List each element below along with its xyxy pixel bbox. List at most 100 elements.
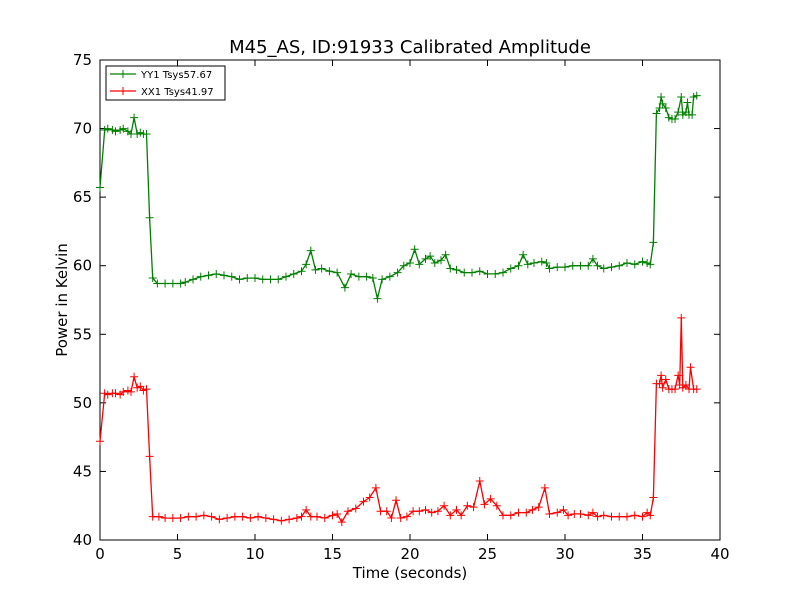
data-point	[246, 514, 255, 523]
data-point	[365, 493, 374, 502]
data-point	[328, 511, 337, 520]
data-point	[588, 254, 597, 263]
data-point	[238, 512, 247, 521]
data-point	[615, 261, 624, 270]
plot-area	[99, 59, 721, 541]
data-point	[427, 508, 436, 517]
data-point	[371, 483, 380, 492]
data-point	[483, 269, 492, 278]
data-point	[446, 264, 455, 273]
x-tick-label: 15	[323, 545, 342, 563]
data-point	[674, 108, 683, 117]
data-point	[553, 263, 562, 272]
data-point	[446, 511, 455, 520]
data-point	[658, 383, 667, 392]
data-point	[130, 372, 139, 381]
data-point	[528, 505, 537, 514]
data-point	[480, 500, 489, 509]
y-tick-label: 75	[73, 51, 92, 69]
x-tick-label: 30	[555, 545, 574, 563]
data-point	[688, 110, 697, 119]
data-point	[333, 268, 342, 277]
series-2	[96, 313, 701, 527]
data-point	[196, 272, 205, 281]
y-axis-label: Power in Kelvin	[53, 243, 71, 357]
data-point	[588, 508, 597, 517]
data-point	[545, 264, 554, 273]
data-point	[433, 507, 442, 516]
data-point	[254, 512, 263, 521]
x-tick-label: 35	[633, 545, 652, 563]
data-point	[223, 514, 232, 523]
data-point	[96, 183, 104, 192]
data-point	[410, 245, 419, 254]
data-point	[486, 494, 495, 503]
data-point	[274, 275, 283, 284]
y-tick-label: 55	[73, 325, 92, 343]
data-point	[251, 274, 259, 283]
data-point	[320, 514, 329, 523]
data-point	[302, 260, 311, 269]
data-point	[514, 508, 523, 517]
data-point	[176, 279, 185, 288]
data-point	[661, 104, 670, 112]
x-tick-label: 25	[478, 545, 497, 563]
data-point	[599, 264, 608, 273]
data-point	[553, 508, 562, 517]
data-point	[111, 389, 120, 398]
data-point	[227, 272, 236, 281]
data-point	[499, 268, 507, 277]
data-point	[542, 258, 551, 267]
data-point	[392, 496, 401, 505]
data-point	[204, 271, 213, 280]
data-point	[340, 283, 349, 292]
x-axis: 0 5 10 15 20 25 30 35 40	[95, 60, 730, 563]
data-point	[452, 265, 461, 274]
data-point	[402, 512, 411, 521]
data-point	[561, 263, 569, 272]
data-point	[492, 501, 501, 510]
data-point	[655, 379, 664, 388]
data-point	[545, 509, 554, 518]
data-point	[168, 514, 177, 523]
data-point	[148, 274, 157, 283]
data-point	[325, 267, 334, 276]
data-point	[534, 503, 543, 512]
data-point	[297, 267, 306, 276]
data-point	[638, 512, 647, 521]
legend-marker	[119, 70, 127, 78]
data-point	[415, 260, 424, 269]
data-point	[468, 268, 476, 277]
data-point	[499, 511, 507, 520]
legend-marker	[119, 87, 127, 95]
data-point	[661, 375, 670, 384]
data-point	[119, 124, 128, 133]
data-point	[649, 493, 658, 502]
data-point	[593, 512, 602, 521]
data-point	[607, 263, 616, 272]
y-tick-label: 40	[73, 531, 92, 549]
data-point	[153, 279, 162, 288]
data-point	[674, 371, 683, 380]
data-point	[630, 260, 639, 269]
data-point	[615, 512, 624, 521]
legend-label: XX1 Tsys41.97	[141, 87, 214, 98]
x-tick-label: 20	[400, 545, 419, 563]
data-point	[368, 274, 377, 283]
data-point	[382, 507, 391, 516]
data-point	[692, 91, 701, 100]
data-point	[362, 272, 371, 281]
data-point	[463, 501, 472, 510]
data-point	[646, 260, 655, 269]
data-point	[111, 127, 120, 136]
data-point	[282, 272, 290, 281]
data-point	[537, 257, 546, 266]
data-point	[199, 511, 208, 520]
data-point	[437, 256, 445, 265]
data-point	[142, 130, 151, 139]
data-point	[514, 261, 523, 270]
x-tick-label: 0	[95, 545, 105, 563]
data-point	[306, 246, 315, 255]
data-point	[426, 252, 435, 261]
